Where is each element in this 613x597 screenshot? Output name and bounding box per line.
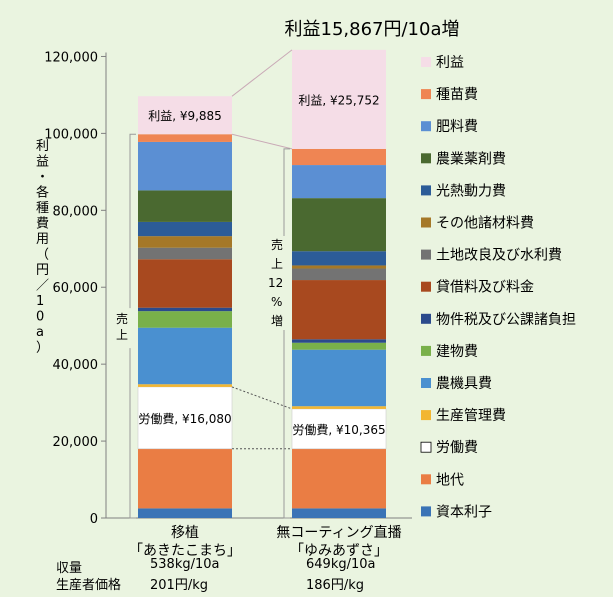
y-axis-label: 利益・各種費用（円／ 1 0 a）: [36, 139, 49, 356]
legend-label: 土地改良及び水利費: [436, 248, 562, 264]
legend-label: 生産管理費: [436, 408, 506, 424]
legend-swatch: [421, 378, 431, 388]
y-tick-label: 80,000: [53, 204, 99, 219]
sales-label-direct-seeding: 売上 12 %増: [268, 237, 283, 328]
bar-segment: [292, 148, 386, 166]
legend-swatch: [421, 121, 431, 132]
sales-bracket-direct-seeding: [283, 148, 290, 519]
bar-segment: [138, 190, 232, 222]
y-tick-label: 120,000: [44, 50, 98, 65]
bar-segment: [138, 236, 232, 248]
bar-segment: [292, 349, 386, 407]
annotations: 利益, ¥9,885 利益, ¥25,752 労働費, ¥16,080 労働費, ¥1…: [112, 49, 402, 559]
legend-label: 物件税及び公課諸負担: [436, 312, 576, 328]
labor-label: 労働費, ¥10,365: [292, 422, 385, 437]
yield-value-transplant: 538kg/10a: [150, 557, 220, 572]
legend-label: 利益: [436, 55, 464, 71]
bar-segment: [138, 448, 232, 509]
legend-swatch: [421, 506, 431, 517]
price-value-direct-seeding: 186円/kg: [306, 578, 364, 593]
category-label: 無コーティング直播: [276, 524, 401, 541]
legend-swatch: [421, 281, 431, 292]
bar-segment: [292, 339, 386, 343]
bar-segment: [138, 327, 232, 385]
labor-label: 労働費, ¥16,080: [138, 411, 231, 426]
chart-title: 利益15,867円/10a増: [285, 19, 460, 40]
bar-segment: [138, 259, 232, 308]
yield-value-direct-seeding: 649kg/10a: [306, 557, 376, 572]
bar-segment: [292, 268, 386, 281]
legend-swatch: [421, 217, 431, 228]
labor-top-connector: [231, 386, 293, 410]
legend-swatch: [421, 249, 431, 260]
legend-label: 肥料費: [436, 119, 478, 135]
bar-segment: [138, 307, 232, 312]
price-value-transplant: 201円/kg: [150, 578, 208, 593]
bar-segment: [138, 384, 232, 387]
legend-swatch: [421, 474, 431, 485]
legend-swatch: [421, 410, 431, 421]
axes: 0 20,000 40,000 60,000 80,000 100,000 120,000 利…: [36, 50, 412, 527]
bar-segment: [292, 49, 386, 149]
bar-segment: [138, 96, 232, 135]
yield-label: 収量: [56, 561, 83, 576]
bar-segment: [292, 280, 386, 340]
category-label: 「ゆみあずさ」: [290, 543, 388, 559]
legend-label: 資本利子: [436, 504, 492, 520]
legend-label: 種苗費: [436, 87, 478, 103]
y-tick-label: 100,000: [44, 127, 98, 142]
bars: [137, 49, 387, 518]
sales-label-transplant: 売上: [116, 311, 128, 342]
y-tick-label: 0: [90, 512, 98, 527]
legend-swatch: [421, 185, 431, 196]
bar-segment: [138, 221, 232, 237]
legend-label: 建物費: [436, 344, 478, 360]
legend-label: 地代: [436, 472, 464, 488]
price-label: 生産者価格: [56, 578, 122, 593]
legend-label: 光熱動力費: [436, 183, 506, 199]
profit-label: 利益, ¥25,752: [298, 93, 379, 107]
legend-swatch: [421, 153, 431, 164]
legend-swatch: [421, 345, 431, 356]
legend-swatch: [420, 441, 432, 453]
y-tick-label: 60,000: [53, 281, 99, 296]
legend-label: 農業薬剤費: [436, 151, 506, 167]
bar-segment: [292, 251, 386, 266]
category-label: 移植: [171, 525, 199, 541]
profit-bottom-connector: [231, 133, 293, 150]
bar-segment: [138, 311, 232, 328]
y-tick-label: 20,000: [53, 435, 99, 450]
bar-segment: [292, 342, 386, 350]
profit-label: 利益, ¥9,885: [148, 109, 222, 123]
bar-segment: [138, 134, 232, 142]
bar-segment: [292, 448, 386, 509]
legend-label: 労働費: [436, 440, 478, 456]
bar-segment: [292, 198, 386, 252]
sales-label-bg: [268, 236, 292, 330]
sales-label-bg: [112, 308, 134, 349]
legend-label: 農機具費: [436, 376, 492, 392]
bar-segment: [138, 508, 232, 518]
bar-segment: [291, 408, 387, 450]
bar-segment: [137, 386, 233, 450]
profit-top-connector: [231, 49, 293, 97]
category-label: 「あきたこまち」: [129, 543, 241, 559]
legend-swatch: [421, 57, 431, 67]
bar-segment: [292, 508, 386, 518]
bar-segment: [292, 406, 386, 409]
y-tick-label: 40,000: [53, 358, 99, 373]
legend-label: その他諸材料費: [436, 216, 534, 232]
bar-segment: [138, 247, 232, 260]
bar-segment: [292, 165, 386, 199]
bar-segment: [292, 265, 386, 269]
legend-swatch: [421, 89, 431, 100]
legend-label: 貸借料及び料金: [436, 280, 534, 296]
legend: 利益種苗費肥料費農業薬剤費光熱動力費その他諸材料費土地改良及び水利費貸借料及び料…: [420, 55, 576, 520]
legend-swatch: [421, 313, 431, 324]
bar-segment: [138, 141, 232, 191]
